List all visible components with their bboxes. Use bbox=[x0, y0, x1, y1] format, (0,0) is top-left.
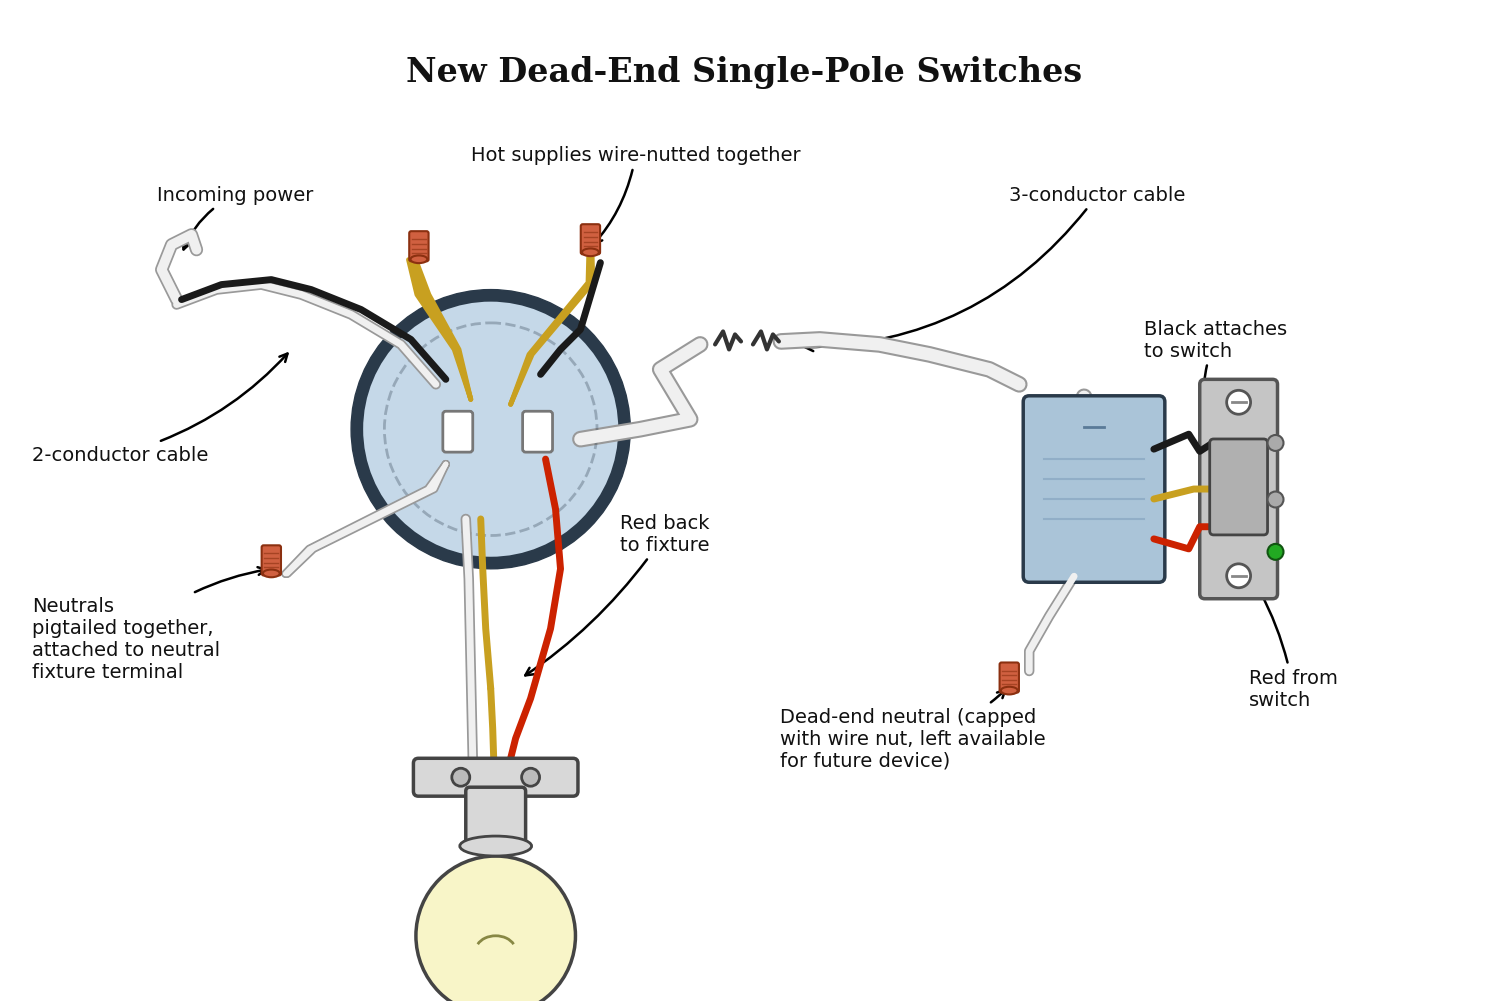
FancyBboxPatch shape bbox=[409, 231, 429, 262]
FancyBboxPatch shape bbox=[466, 788, 525, 850]
Text: Incoming power: Incoming power bbox=[156, 186, 312, 250]
FancyBboxPatch shape bbox=[580, 225, 600, 256]
FancyBboxPatch shape bbox=[1210, 440, 1268, 535]
Text: Black attaches
to switch: Black attaches to switch bbox=[1144, 320, 1287, 438]
Circle shape bbox=[417, 856, 576, 1002]
Circle shape bbox=[1226, 564, 1250, 588]
Circle shape bbox=[1268, 492, 1284, 508]
Ellipse shape bbox=[582, 249, 598, 257]
FancyBboxPatch shape bbox=[1000, 663, 1019, 693]
FancyBboxPatch shape bbox=[1199, 380, 1278, 599]
Circle shape bbox=[362, 301, 620, 559]
Text: Red from
switch: Red from switch bbox=[1217, 531, 1338, 709]
Circle shape bbox=[522, 769, 540, 787]
Ellipse shape bbox=[411, 257, 427, 264]
Text: Hot supplies wire-nutted together: Hot supplies wire-nutted together bbox=[470, 146, 801, 244]
Circle shape bbox=[1226, 391, 1250, 415]
Ellipse shape bbox=[460, 837, 531, 856]
Text: Red back
to fixture: Red back to fixture bbox=[525, 514, 710, 675]
Text: Neutrals
pigtailed together,
attached to neutral
fixture terminal: Neutrals pigtailed together, attached to… bbox=[31, 567, 266, 681]
FancyBboxPatch shape bbox=[1024, 397, 1165, 583]
Text: 3-conductor cable: 3-conductor cable bbox=[805, 186, 1186, 352]
Text: Dead-end neutral (capped
with wire nut, left available
for future device): Dead-end neutral (capped with wire nut, … bbox=[780, 690, 1046, 771]
FancyBboxPatch shape bbox=[443, 412, 473, 453]
Circle shape bbox=[452, 769, 470, 787]
Ellipse shape bbox=[1001, 687, 1018, 694]
Circle shape bbox=[1268, 436, 1284, 452]
Text: New Dead-End Single-Pole Switches: New Dead-End Single-Pole Switches bbox=[406, 56, 1082, 89]
Text: 2-conductor cable: 2-conductor cable bbox=[31, 354, 287, 464]
FancyBboxPatch shape bbox=[262, 546, 281, 576]
FancyBboxPatch shape bbox=[522, 412, 552, 453]
Circle shape bbox=[1268, 544, 1284, 560]
Circle shape bbox=[351, 291, 631, 569]
Ellipse shape bbox=[263, 570, 280, 578]
FancyBboxPatch shape bbox=[414, 759, 577, 797]
